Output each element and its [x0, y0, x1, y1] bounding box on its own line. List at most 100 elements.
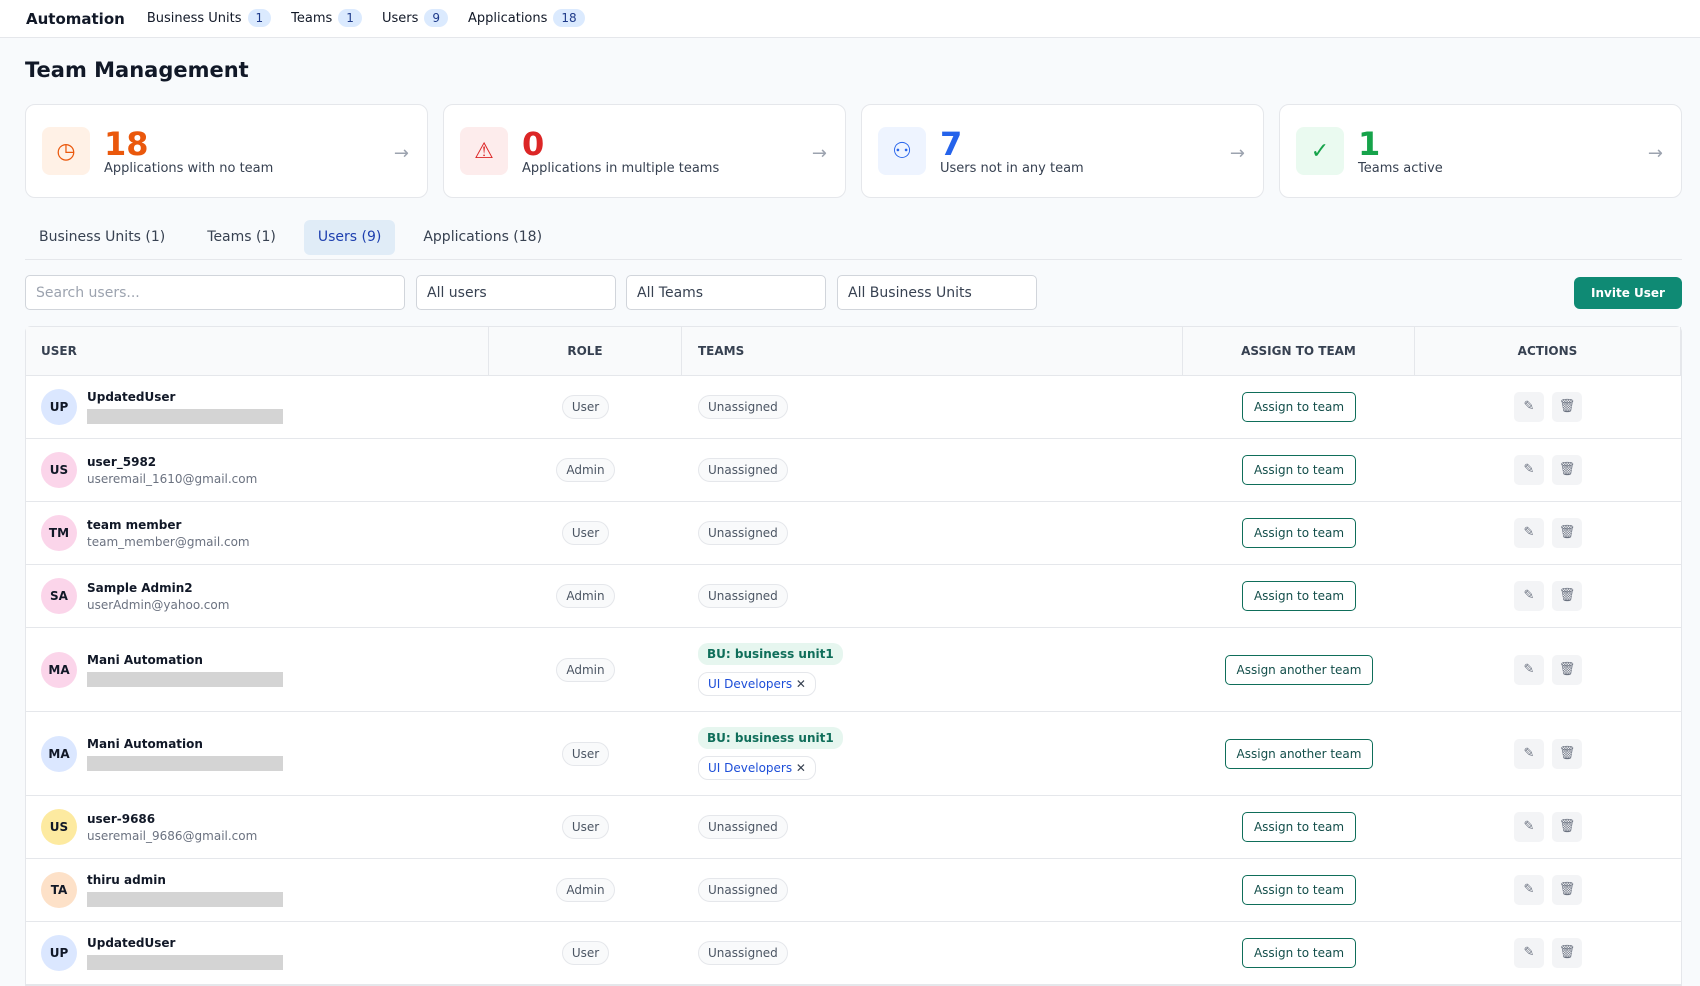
user-name: Mani Automation [87, 652, 203, 667]
delete-button[interactable]: 🗑 [1552, 581, 1582, 611]
delete-button[interactable]: 🗑 [1552, 938, 1582, 968]
stat-card[interactable]: ✓ 1 Teams active → [1279, 104, 1682, 198]
select[interactable]: All Teams [626, 275, 826, 310]
delete-button[interactable]: 🗑 [1552, 518, 1582, 548]
nav-item[interactable]: Teams 1 [291, 9, 362, 27]
nav-item[interactable]: Applications 18 [468, 9, 585, 27]
invite-button[interactable]: Invite User [1574, 277, 1682, 309]
select[interactable]: All users [416, 275, 616, 310]
user-email: userAdmin@yahoo.com [87, 597, 230, 612]
delete-button[interactable]: 🗑 [1552, 875, 1582, 905]
edit-button[interactable]: ✎ [1514, 654, 1544, 685]
assign-button[interactable]: Assign to team [1241, 812, 1357, 842]
team-status: Unassigned [698, 458, 788, 482]
actions-cell: ✎ 🗑 [1415, 455, 1681, 485]
tab[interactable]: Applications (18) [423, 229, 543, 245]
stat-label: Teams active [1358, 160, 1443, 176]
edit-button[interactable]: ✎ [1514, 738, 1544, 769]
user-email: team_member@gmail.com [87, 534, 250, 549]
assign-button[interactable]: Assign to team [1241, 581, 1357, 611]
user-info: team member team_member@gmail.com [87, 518, 250, 549]
user-cell: TM team member team_member@gmail.com [26, 515, 489, 551]
actions-cell: ✎ 🗑 [1415, 392, 1681, 422]
remove-team[interactable]: ✕ [792, 761, 806, 775]
avatar: UP [41, 389, 77, 425]
stat-value: 18 [104, 124, 149, 163]
delete-button[interactable]: 🗑 [1552, 455, 1582, 485]
table-row: US user_5982 useremail_1610@gmail.com Admin… [26, 439, 1681, 502]
user-cell: UP UpdatedUser [26, 389, 489, 425]
header-row: USER ROLE TEAMS ASSIGN TO TEAM ACTIONS [26, 326, 1681, 376]
user-cell: TA thiru admin [26, 872, 489, 908]
table-row: MA Mani Automation User BU: business unit1 U… [26, 712, 1681, 796]
edit-button[interactable]: ✎ [1514, 455, 1544, 485]
teams-cell: Unassigned [682, 521, 1183, 545]
teams-cell: Unassigned [682, 815, 1183, 839]
page-title: Team Management [25, 58, 249, 82]
user-cell: SA Sample Admin2 userAdmin@yahoo.com [26, 578, 489, 614]
header-cell: USER [26, 326, 489, 376]
user-cell: US user_5982 useremail_1610@gmail.com [26, 452, 489, 488]
stat-text: 0 Applications in multiple teams [522, 127, 719, 176]
business-unit: BU: business unit1 [698, 643, 843, 665]
delete-button[interactable]: 🗑 [1552, 812, 1582, 842]
actions-cell: ✎ 🗑 [1415, 875, 1681, 905]
stat-card[interactable]: ◷ 18 Applications with no team → [25, 104, 428, 198]
teams-cell: BU: business unit1 UI Developers ✕ [682, 727, 1183, 780]
nav-count: 1 [338, 9, 362, 27]
remove-team[interactable]: ✕ [792, 677, 806, 691]
assign-button[interactable]: Assign to team [1241, 938, 1357, 968]
stat-icon: ✓ [1296, 127, 1344, 175]
delete-button[interactable]: 🗑 [1552, 654, 1582, 685]
user-name: UpdatedUser [87, 936, 176, 950]
redacted [87, 755, 283, 771]
edit-button[interactable]: ✎ [1514, 938, 1544, 968]
user-cell: MA Mani Automation [26, 735, 489, 772]
user-name: UpdatedUser [87, 390, 176, 404]
actions-cell: ✎ 🗑 [1415, 938, 1681, 968]
assign-cell: Assign to team [1183, 812, 1415, 842]
assign-cell: Assign to team [1183, 581, 1415, 611]
assign-button[interactable]: Assign to team [1241, 875, 1357, 905]
assign-button[interactable]: Assign to team [1241, 518, 1357, 548]
assign-button[interactable]: Assign another team [1224, 738, 1374, 769]
search[interactable]: Search users... [25, 275, 405, 310]
stat-value: 1 [1358, 124, 1381, 163]
edit-button[interactable]: ✎ [1514, 875, 1544, 905]
arrow: → [1647, 143, 1663, 164]
role-cell: User [489, 521, 682, 545]
edit-button[interactable]: ✎ [1514, 581, 1544, 611]
stat-label: Applications with no team [104, 160, 274, 176]
actions-cell: ✎ 🗑 [1415, 654, 1681, 685]
assign-button[interactable]: Assign another team [1224, 654, 1374, 685]
stat-text: 7 Users not in any team [940, 127, 1084, 176]
assign-button[interactable]: Assign to team [1241, 392, 1357, 422]
nav-item[interactable]: Business Units 1 [146, 9, 272, 27]
stat-card[interactable]: ⚠ 0 Applications in multiple teams → [443, 104, 846, 198]
teams-cell: Unassigned [682, 395, 1183, 419]
nav-label: Business Units [146, 11, 242, 26]
user-info: thiru admin [87, 873, 283, 907]
delete-button[interactable]: 🗑 [1552, 392, 1582, 422]
tab[interactable]: Teams (1) [207, 229, 276, 245]
assign-button[interactable]: Assign to team [1241, 455, 1357, 485]
stat-label: Users not in any team [940, 160, 1084, 176]
select[interactable]: All Business Units [837, 275, 1037, 310]
nav-item[interactable]: Users 9 [382, 9, 448, 27]
delete-button[interactable]: 🗑 [1552, 738, 1582, 769]
edit-button[interactable]: ✎ [1514, 812, 1544, 842]
stat-card[interactable]: ⚇ 7 Users not in any team → [861, 104, 1264, 198]
tab[interactable]: Business Units (1) [39, 229, 166, 245]
brand[interactable]: Automation [26, 9, 125, 28]
team-status: Unassigned [698, 584, 788, 608]
header-cell: ROLE [489, 326, 682, 376]
tab[interactable]: Users (9) [303, 220, 396, 255]
assign-cell: Assign to team [1183, 455, 1415, 485]
role-cell: Admin [489, 657, 682, 682]
nav-count: 1 [247, 9, 272, 27]
edit-button[interactable]: ✎ [1514, 518, 1544, 548]
edit-button[interactable]: ✎ [1514, 392, 1544, 422]
stat-text: 18 Applications with no team [104, 127, 273, 176]
user-name: Mani Automation [87, 736, 203, 751]
select-value: All users [427, 284, 487, 301]
